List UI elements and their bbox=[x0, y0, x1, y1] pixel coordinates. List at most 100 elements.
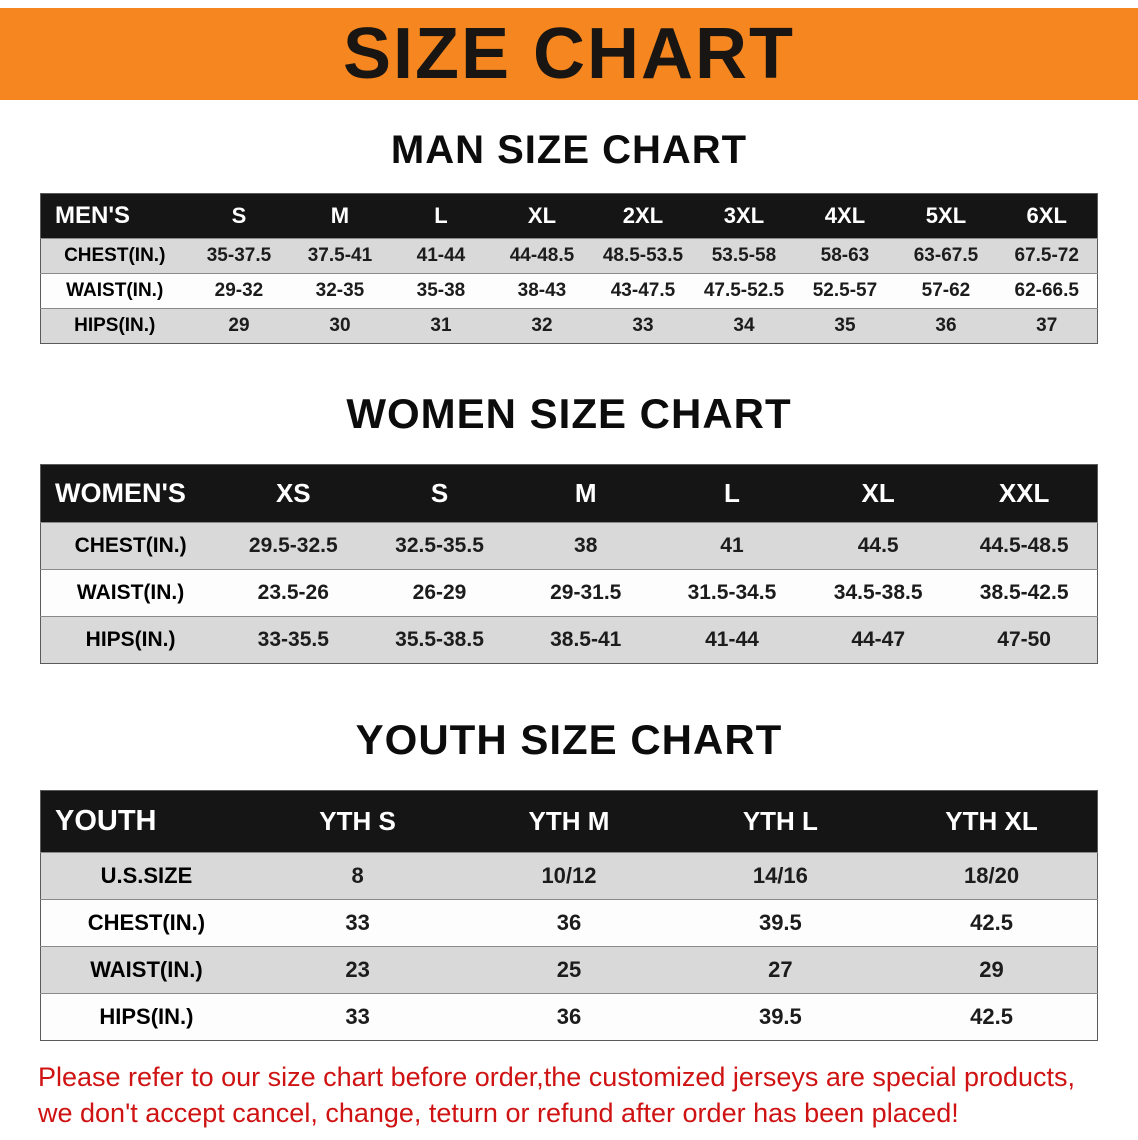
table-cell: 43-47.5 bbox=[592, 273, 694, 309]
table-cell: 41 bbox=[658, 522, 806, 570]
table-title: YOUTH bbox=[40, 790, 252, 853]
table-cell: 38 bbox=[512, 522, 659, 570]
header-row: WOMEN'S XS S M L XL XXL bbox=[40, 464, 1098, 523]
table-row: HIPS(IN.) 33 36 39.5 42.5 bbox=[40, 993, 1098, 1041]
column-header: XS bbox=[220, 464, 367, 523]
column-header: M bbox=[289, 193, 391, 239]
table-cell: 39.5 bbox=[674, 899, 887, 947]
table-cell: 47-50 bbox=[951, 616, 1098, 664]
table-cell: 23.5-26 bbox=[220, 569, 367, 617]
table-cell: 25 bbox=[463, 946, 675, 994]
table-cell: 42.5 bbox=[886, 899, 1098, 947]
table-cell: 29-31.5 bbox=[512, 569, 659, 617]
column-header: YTH M bbox=[463, 790, 675, 853]
table-cell: 58-63 bbox=[794, 238, 896, 274]
table-cell: 35.5-38.5 bbox=[366, 616, 513, 664]
table-cell: 36 bbox=[463, 899, 675, 947]
row-label: WAIST(IN.) bbox=[40, 569, 221, 617]
table-cell: 29.5-32.5 bbox=[220, 522, 367, 570]
column-header: 2XL bbox=[592, 193, 694, 239]
table-cell: 8 bbox=[251, 852, 464, 900]
mens-size-table: MEN'S S M L XL 2XL 3XL 4XL 5XL 6XL CHEST(IN.) 35-37… bbox=[40, 193, 1098, 344]
table-row: WAIST(IN.) 29-32 32-35 35-38 38-43 43-47.5 47.… bbox=[40, 273, 1098, 309]
table-cell: 57-62 bbox=[895, 273, 997, 309]
table-cell: 33 bbox=[251, 993, 464, 1041]
column-header: S bbox=[188, 193, 290, 239]
table-cell: 36 bbox=[895, 308, 997, 344]
table-cell: 35-37.5 bbox=[188, 238, 290, 274]
page-title: SIZE CHART bbox=[343, 14, 795, 94]
table-row: HIPS(IN.) 33-35.5 35.5-38.5 38.5-41 41-44 44-… bbox=[40, 616, 1098, 664]
table-cell: 44-48.5 bbox=[491, 238, 593, 274]
table-cell: 33 bbox=[592, 308, 694, 344]
column-header: 5XL bbox=[895, 193, 997, 239]
table-cell: 47.5-52.5 bbox=[693, 273, 795, 309]
table-cell: 29-32 bbox=[188, 273, 290, 309]
row-label: HIPS(IN.) bbox=[40, 308, 189, 344]
table-row: CHEST(IN.) 33 36 39.5 42.5 bbox=[40, 899, 1098, 947]
table-cell: 35-38 bbox=[390, 273, 492, 309]
table-cell: 44.5-48.5 bbox=[951, 522, 1098, 570]
row-label: HIPS(IN.) bbox=[40, 993, 252, 1041]
table-cell: 67.5-72 bbox=[996, 238, 1098, 274]
order-notice: Please refer to our size chart before or… bbox=[0, 1041, 1138, 1132]
table-cell: 32 bbox=[491, 308, 593, 344]
table-cell: 36 bbox=[463, 993, 675, 1041]
column-header: L bbox=[658, 464, 806, 523]
table-cell: 14/16 bbox=[674, 852, 887, 900]
row-label: CHEST(IN.) bbox=[40, 899, 252, 947]
row-label: U.S.SIZE bbox=[40, 852, 252, 900]
table-cell: 38.5-42.5 bbox=[951, 569, 1098, 617]
womens-size-table: WOMEN'S XS S M L XL XXL CHEST(IN.) 29.5-32.5 32.5… bbox=[40, 464, 1098, 664]
size-tables-container: MAN SIZE CHART MEN'S S M L XL 2XL 3XL 4XL 5XL 6XL C… bbox=[0, 128, 1138, 1041]
table-cell: 38-43 bbox=[491, 273, 593, 309]
column-header: XL bbox=[805, 464, 952, 523]
column-header: 6XL bbox=[996, 193, 1098, 239]
notice-line-2: we don't accept cancel, change, teturn o… bbox=[38, 1098, 959, 1129]
row-label: CHEST(IN.) bbox=[40, 522, 221, 570]
table-cell: 39.5 bbox=[674, 993, 887, 1041]
table-title: WOMEN'S bbox=[40, 464, 221, 523]
section-heading-mens: MAN SIZE CHART bbox=[390, 128, 748, 172]
table-row: HIPS(IN.) 29 30 31 32 33 34 35 36 37 bbox=[40, 308, 1098, 344]
table-cell: 41-44 bbox=[390, 238, 492, 274]
table-cell: 31 bbox=[390, 308, 492, 344]
table-cell: 63-67.5 bbox=[895, 238, 997, 274]
table-cell: 32.5-35.5 bbox=[366, 522, 513, 570]
table-cell: 34.5-38.5 bbox=[805, 569, 952, 617]
table-row: WAIST(IN.) 23 25 27 29 bbox=[40, 946, 1098, 994]
size-chart-page: SIZE CHART MAN SIZE CHART MEN'S S M L XL 2XL 3X… bbox=[0, 8, 1138, 1140]
table-cell: 42.5 bbox=[886, 993, 1098, 1041]
table-cell: 23 bbox=[251, 946, 464, 994]
table-cell: 31.5-34.5 bbox=[658, 569, 806, 617]
table-cell: 18/20 bbox=[886, 852, 1098, 900]
column-header: 3XL bbox=[693, 193, 795, 239]
column-header: YTH XL bbox=[886, 790, 1098, 853]
table-cell: 34 bbox=[693, 308, 795, 344]
column-header: YTH L bbox=[674, 790, 887, 853]
table-cell: 33-35.5 bbox=[220, 616, 367, 664]
row-label: WAIST(IN.) bbox=[40, 946, 252, 994]
row-label: WAIST(IN.) bbox=[40, 273, 189, 309]
table-row: WAIST(IN.) 23.5-26 26-29 29-31.5 31.5-34.5 34… bbox=[40, 569, 1098, 617]
column-header: YTH S bbox=[251, 790, 464, 853]
table-cell: 30 bbox=[289, 308, 391, 344]
youth-size-table: YOUTH YTH S YTH M YTH L YTH XL U.S.SIZE 8 10/12… bbox=[40, 790, 1098, 1041]
row-label: HIPS(IN.) bbox=[40, 616, 221, 664]
section-heading-youth: YOUTH SIZE CHART bbox=[355, 716, 783, 763]
notice-line-1: Please refer to our size chart before or… bbox=[38, 1062, 1076, 1092]
table-row: CHEST(IN.) 29.5-32.5 32.5-35.5 38 41 44.5 44.5… bbox=[40, 522, 1098, 570]
table-cell: 41-44 bbox=[658, 616, 806, 664]
column-header: L bbox=[390, 193, 492, 239]
table-cell: 35 bbox=[794, 308, 896, 344]
table-cell: 44.5 bbox=[805, 522, 952, 570]
table-cell: 52.5-57 bbox=[794, 273, 896, 309]
table-cell: 38.5-41 bbox=[512, 616, 659, 664]
header-row: YOUTH YTH S YTH M YTH L YTH XL bbox=[40, 790, 1098, 853]
table-cell: 29 bbox=[188, 308, 290, 344]
table-cell: 37 bbox=[996, 308, 1098, 344]
table-row: U.S.SIZE 8 10/12 14/16 18/20 bbox=[40, 852, 1098, 900]
column-header: XL bbox=[491, 193, 593, 239]
table-cell: 29 bbox=[886, 946, 1098, 994]
table-cell: 44-47 bbox=[805, 616, 952, 664]
